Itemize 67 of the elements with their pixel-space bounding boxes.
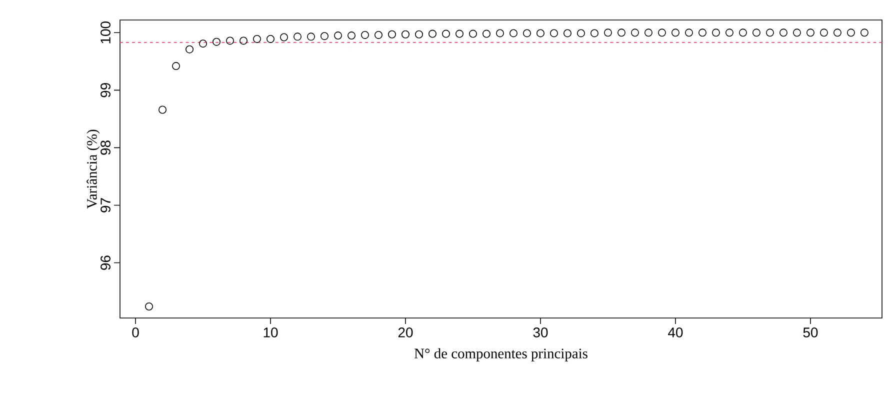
point <box>550 29 558 38</box>
point <box>738 28 747 37</box>
point <box>522 29 531 38</box>
point <box>253 34 262 43</box>
point <box>536 29 544 38</box>
point <box>630 28 639 37</box>
point <box>145 302 154 310</box>
x-tick-label: 40 <box>668 328 683 338</box>
y-tick-label: 99 <box>100 83 110 98</box>
point <box>792 28 801 37</box>
point <box>428 30 436 38</box>
point <box>658 28 666 37</box>
point <box>415 30 423 38</box>
x-tick-label: 0 <box>132 328 139 338</box>
point <box>334 32 342 40</box>
point <box>199 40 208 48</box>
point <box>644 28 652 37</box>
point <box>482 30 490 38</box>
point <box>725 28 734 37</box>
point <box>509 29 518 38</box>
x-tick-label: 50 <box>803 328 818 338</box>
point <box>294 32 302 41</box>
point <box>468 30 477 38</box>
x-tick-label: 10 <box>264 328 278 338</box>
y-tick-label: 98 <box>100 140 110 155</box>
point <box>860 28 868 37</box>
point <box>590 29 598 38</box>
point <box>307 32 316 41</box>
point <box>374 30 382 39</box>
point <box>186 45 194 54</box>
point <box>779 28 788 37</box>
point <box>280 33 288 42</box>
point <box>576 29 585 38</box>
point <box>402 30 410 38</box>
x-axis-title: N° de componentes principais <box>414 348 588 362</box>
point <box>266 34 275 43</box>
point <box>563 29 572 38</box>
point <box>496 29 504 38</box>
point <box>712 28 720 37</box>
point <box>226 36 234 45</box>
y-tick-label: 96 <box>100 256 110 270</box>
point <box>158 106 167 114</box>
y-tick-label: 100 <box>100 22 110 44</box>
point <box>240 36 248 45</box>
point <box>671 28 680 37</box>
y-tick-label: 97 <box>100 198 110 212</box>
point <box>361 30 369 39</box>
point <box>388 30 396 38</box>
x-tick-label: 20 <box>398 328 413 338</box>
point <box>820 28 828 37</box>
point <box>752 28 760 37</box>
point <box>806 28 814 37</box>
point <box>604 28 612 37</box>
point <box>846 28 855 37</box>
point <box>833 28 842 37</box>
point <box>320 32 329 40</box>
point <box>172 62 180 70</box>
point <box>698 28 706 37</box>
point <box>766 28 774 37</box>
point <box>212 38 221 46</box>
point <box>617 28 626 37</box>
point <box>442 30 450 38</box>
point <box>455 30 464 38</box>
point <box>348 32 356 40</box>
point <box>684 28 693 37</box>
y-axis-title: Variância (%) <box>86 130 100 209</box>
x-tick-label: 30 <box>533 328 548 338</box>
